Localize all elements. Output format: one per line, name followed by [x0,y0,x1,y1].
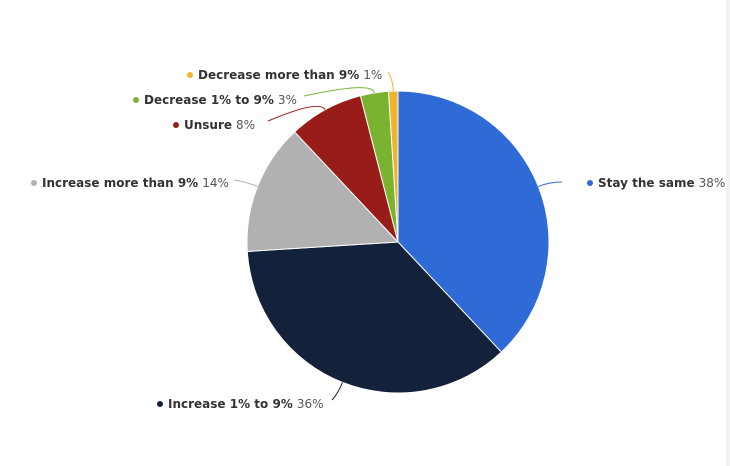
legend-dot [31,180,37,186]
leader-line [538,181,563,187]
legend-dot [173,122,179,128]
leader-line [387,71,394,92]
category-name: Stay the same [598,176,695,190]
category-name: Unsure [184,118,232,132]
data-label: Increase more than 9% 14% [42,176,229,190]
value-label: 36% [297,397,324,411]
category-name: Increase more than 9% [42,176,198,190]
value-label: 38% [699,176,726,190]
data-label: Increase 1% to 9% 36% [168,397,324,411]
category-name: Decrease more than 9% [198,68,359,82]
value-label: 1% [363,68,382,82]
leader-line [233,179,258,187]
value-label: 8% [236,118,255,132]
data-label: Decrease more than 9% 1% [198,68,382,82]
leader-line [303,87,375,97]
legend-dot [187,72,193,78]
category-name: Increase 1% to 9% [168,397,293,411]
data-label: Decrease 1% to 9% 3% [144,93,297,107]
leader-line [331,382,343,401]
pie-slice [387,90,399,243]
side-panel-edge [726,0,730,466]
value-label: 3% [278,93,297,107]
leader-line [267,105,326,122]
value-label: 14% [202,176,229,190]
legend-dot [157,401,163,407]
legend-dot [587,180,593,186]
category-name: Decrease 1% to 9% [144,93,274,107]
legend-dot [133,97,139,103]
data-label: Unsure 8% [184,118,255,132]
pie-slice [246,131,400,253]
data-label: Stay the same 38% [598,176,725,190]
